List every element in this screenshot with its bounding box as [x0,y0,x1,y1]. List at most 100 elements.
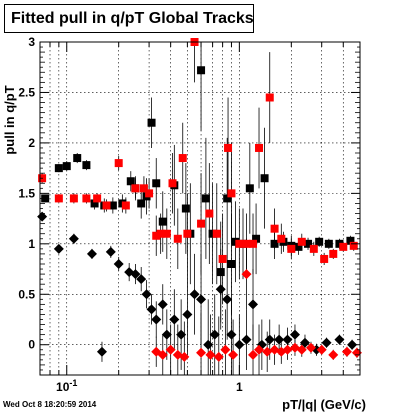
data-point-square [329,249,338,258]
data-point-diamond [222,294,233,305]
data-point-square [82,161,91,170]
data-point-square [145,189,154,198]
data-point-diamond [176,329,187,340]
data-point-diamond [203,339,214,350]
data-point-square [218,254,227,263]
data-point-square [245,184,254,193]
data-markers [37,38,362,362]
data-point-square [82,194,91,203]
data-point-diamond [328,349,339,360]
data-point-diamond [334,334,345,345]
data-point-diamond [321,337,332,348]
data-point-diamond [282,334,293,345]
data-point-square [235,239,244,248]
data-point-diamond [213,351,224,362]
data-point-diamond [234,339,245,350]
data-point-square [205,209,214,218]
data-point-square [287,244,296,253]
data-point-square [349,241,358,250]
data-point-square [181,204,190,213]
data-point-square [183,229,192,238]
data-point-diamond [351,347,362,358]
data-point-diamond [53,243,64,254]
data-point-square [162,229,171,238]
data-point-square [304,239,313,248]
data-point-square [69,194,78,203]
timestamp: Wed Oct 8 18:20:59 2014 [3,400,97,409]
data-point-diamond [220,344,231,355]
data-point-square [156,229,165,238]
data-point-diamond [37,211,48,222]
data-point-square [197,66,206,75]
data-point-square [270,239,279,248]
data-point-diamond [105,246,116,257]
y-tick-label: 3 [28,35,35,49]
data-point-diamond [182,309,193,320]
data-point-square [315,237,324,246]
data-point-diamond [299,337,310,348]
data-point-square [121,201,130,210]
data-point-square [126,177,135,186]
data-point-diamond [282,344,293,355]
data-point-square [108,201,117,210]
data-point-square [242,239,251,248]
data-point-square [224,143,233,152]
x-tick-label: 10-1 [56,378,77,394]
data-point-diamond [209,329,220,340]
data-point-square [114,159,123,168]
data-point-diamond [196,347,207,358]
tick-labels: 0 0.5 1 1.5 2 2.5 3 10-1 1 [18,35,243,394]
error-bars [41,42,358,375]
data-point-square [201,194,210,203]
data-point-square [102,201,111,210]
data-point-square [346,236,355,245]
data-point-square [309,244,318,253]
data-point-square [265,93,274,102]
data-point-square [54,194,63,203]
plot-frame [39,41,361,376]
data-point-square [255,143,264,152]
data-point-diamond [296,344,307,355]
y-tick-label: 0 [28,338,35,352]
data-point-diamond [136,274,147,285]
data-point-square [227,189,236,198]
data-point-diamond [113,259,124,269]
data-point-square [54,164,63,173]
data-point-diamond [130,269,141,280]
data-point-diamond [248,299,259,310]
data-point-diamond [196,294,207,305]
data-point-square [252,234,261,243]
data-point-diamond [151,314,162,325]
data-point-square [173,234,182,243]
y-tick-label: 0.5 [18,287,35,301]
data-point-diamond [264,334,275,345]
data-point-square [294,242,303,251]
data-point-diamond [241,334,252,345]
data-point-diamond [179,351,190,362]
y-tick-label: 1.5 [18,186,35,200]
data-point-square [41,194,50,203]
data-point-square [152,179,161,188]
data-point-square [208,229,217,238]
data-point-diamond [226,329,237,340]
y-tick-label: 2 [28,136,35,150]
data-point-diamond [161,329,172,340]
data-point-diamond [215,284,226,295]
data-point-diamond [68,233,79,244]
data-point-diamond [289,329,300,340]
data-point-square [270,224,279,233]
data-point-diamond [165,344,176,355]
data-point-diamond [241,269,252,280]
data-point-diamond [86,248,97,259]
data-point-diamond [96,346,107,357]
data-point-square [73,154,82,163]
data-point-diamond [274,334,285,345]
y-axis-label: pull in q/pT [2,85,17,154]
data-point-diamond [157,349,168,360]
data-point-square [178,154,187,163]
data-point-square [131,184,140,193]
data-point-diamond [157,299,168,310]
data-point-square [93,194,102,203]
data-point-square [260,174,269,183]
